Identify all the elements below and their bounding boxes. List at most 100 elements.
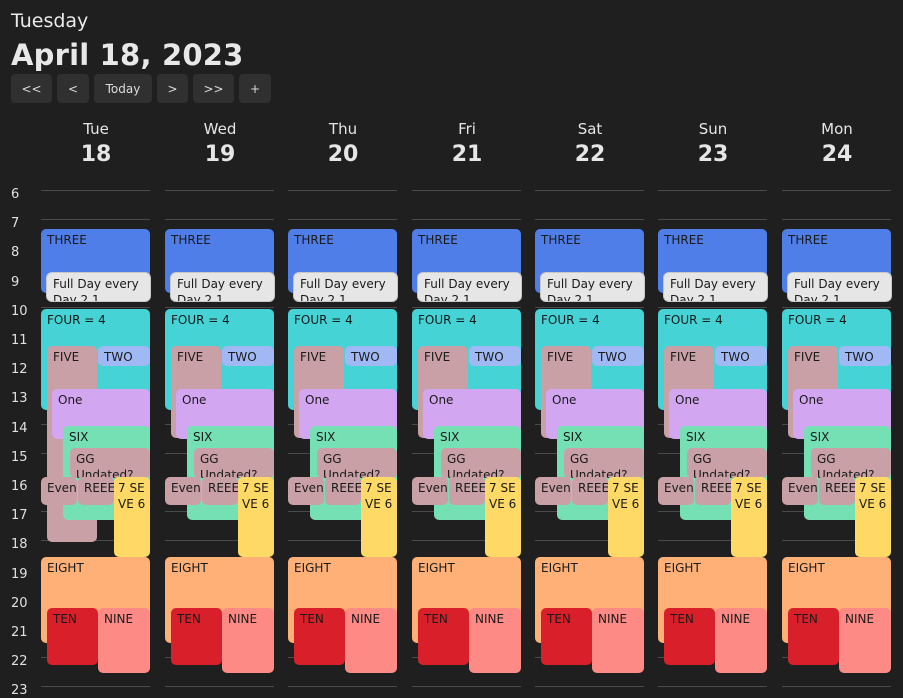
hour-gridline <box>535 190 644 191</box>
event-even[interactable]: Even <box>782 477 818 505</box>
event-full-day[interactable]: Full Day every Day 2.1 <box>788 273 891 301</box>
day-name: Tue <box>83 120 109 138</box>
event-gg[interactable]: GG Undated? <box>564 448 644 478</box>
event-two[interactable]: TWO <box>98 346 150 366</box>
event-label: REEE <box>701 481 731 495</box>
next-day-button[interactable]: > <box>157 74 188 103</box>
day-header-wed[interactable]: Wed 19 <box>165 116 275 167</box>
event-label: EIGHT <box>47 561 84 575</box>
event-two[interactable]: TWO <box>715 346 767 366</box>
event-seven[interactable]: 7 SEVE 6 <box>855 477 891 557</box>
event-gg[interactable]: GG Undated? <box>317 448 397 478</box>
event-even[interactable]: Even <box>165 477 201 505</box>
hour-gridline <box>41 540 150 542</box>
day-number: 20 <box>327 142 359 167</box>
event-gg[interactable]: GG Undated? <box>811 448 891 478</box>
event-gg[interactable]: GG Undated? <box>194 448 274 478</box>
prev-week-button[interactable]: << <box>11 74 52 103</box>
event-gg[interactable]: GG Undated? <box>441 448 521 478</box>
event-nine[interactable]: NINE <box>715 608 767 673</box>
event-ten[interactable]: TEN <box>294 608 345 665</box>
event-reee[interactable]: REEE <box>325 477 361 505</box>
hour-gridline <box>782 306 891 308</box>
event-two[interactable]: TWO <box>222 346 274 366</box>
hour-gridline <box>782 686 891 688</box>
add-event-button[interactable]: + <box>239 74 271 103</box>
day-header-tue[interactable]: Tue 18 <box>41 116 151 167</box>
event-label: REEE <box>331 481 361 495</box>
event-reee[interactable]: REEE <box>819 477 855 505</box>
day-header-mon[interactable]: Mon 24 <box>782 116 892 167</box>
event-gg[interactable]: GG Undated? <box>70 448 150 478</box>
event-even[interactable]: Even <box>412 477 448 505</box>
event-ten[interactable]: TEN <box>541 608 592 665</box>
event-ten[interactable]: TEN <box>47 608 98 665</box>
event-seven[interactable]: 7 SEVE 6 <box>361 477 397 557</box>
event-nine[interactable]: NINE <box>98 608 150 673</box>
event-even[interactable]: Even <box>658 477 694 505</box>
event-ten[interactable]: TEN <box>788 608 839 665</box>
event-label: 7 SEVE 6 <box>489 481 517 511</box>
event-full-day[interactable]: Full Day every Day 2.1 <box>294 273 397 301</box>
event-seven[interactable]: 7 SEVE 6 <box>608 477 644 557</box>
hour-gridline <box>412 190 521 191</box>
event-reee[interactable]: REEE <box>78 477 114 505</box>
event-two[interactable]: TWO <box>592 346 644 366</box>
event-even[interactable]: Even <box>288 477 324 505</box>
event-ten[interactable]: TEN <box>664 608 715 665</box>
event-even[interactable]: Even <box>535 477 571 505</box>
day-header-sat[interactable]: Sat 22 <box>535 116 645 167</box>
hour-gridline <box>782 540 891 542</box>
hour-gridline <box>782 190 891 191</box>
event-label: SIX <box>686 430 706 444</box>
event-label: TEN <box>670 612 694 626</box>
prev-day-button[interactable]: < <box>57 74 89 103</box>
event-nine[interactable]: NINE <box>839 608 891 673</box>
event-ten[interactable]: TEN <box>418 608 469 665</box>
today-button[interactable]: Today <box>94 74 152 103</box>
event-label: One <box>675 393 700 407</box>
event-full-day[interactable]: Full Day every Day 2.1 <box>418 273 521 301</box>
event-full-day[interactable]: Full Day every Day 2.1 <box>171 273 274 301</box>
event-label: THREE <box>541 233 581 247</box>
event-seven[interactable]: 7 SEVE 6 <box>485 477 521 557</box>
event-label: REEE <box>208 481 238 495</box>
day-name: Sat <box>577 120 603 138</box>
event-label: NINE <box>598 612 628 626</box>
event-two[interactable]: TWO <box>345 346 397 366</box>
event-two[interactable]: TWO <box>839 346 891 366</box>
event-label: One <box>182 393 207 407</box>
event-reee[interactable]: REEE <box>572 477 608 505</box>
event-reee[interactable]: REEE <box>202 477 238 505</box>
event-full-day[interactable]: Full Day every Day 2.1 <box>664 273 767 301</box>
event-full-day[interactable]: Full Day every Day 2.1 <box>541 273 644 301</box>
event-seven[interactable]: 7 SEVE 6 <box>238 477 274 557</box>
event-label: FOUR = 4 <box>171 313 230 327</box>
event-nine[interactable]: NINE <box>345 608 397 673</box>
event-seven[interactable]: 7 SEVE 6 <box>114 477 150 557</box>
event-nine[interactable]: NINE <box>592 608 644 673</box>
day-header-sun[interactable]: Sun 23 <box>658 116 768 167</box>
event-label: GG Undated? <box>76 452 134 478</box>
next-week-button[interactable]: >> <box>193 74 234 103</box>
event-full-day[interactable]: Full Day every Day 2.1 <box>47 273 150 301</box>
hour-gridline <box>412 219 521 221</box>
event-seven[interactable]: 7 SEVE 6 <box>731 477 767 557</box>
event-gg[interactable]: GG Undated? <box>687 448 767 478</box>
event-label: FIVE <box>424 350 451 364</box>
event-even[interactable]: Even <box>41 477 77 505</box>
event-nine[interactable]: NINE <box>222 608 274 673</box>
event-label: NINE <box>721 612 751 626</box>
event-label: FIVE <box>794 350 821 364</box>
day-header-thu[interactable]: Thu 20 <box>288 116 398 167</box>
day-number: 21 <box>451 142 483 167</box>
event-reee[interactable]: REEE <box>449 477 485 505</box>
event-ten[interactable]: TEN <box>171 608 222 665</box>
event-nine[interactable]: NINE <box>469 608 521 673</box>
event-two[interactable]: TWO <box>469 346 521 366</box>
event-label: TWO <box>228 350 257 364</box>
hour-gridline <box>658 306 767 308</box>
day-header-fri[interactable]: Fri 21 <box>412 116 522 167</box>
event-reee[interactable]: REEE <box>695 477 731 505</box>
event-label: GG Undated? <box>200 452 258 478</box>
